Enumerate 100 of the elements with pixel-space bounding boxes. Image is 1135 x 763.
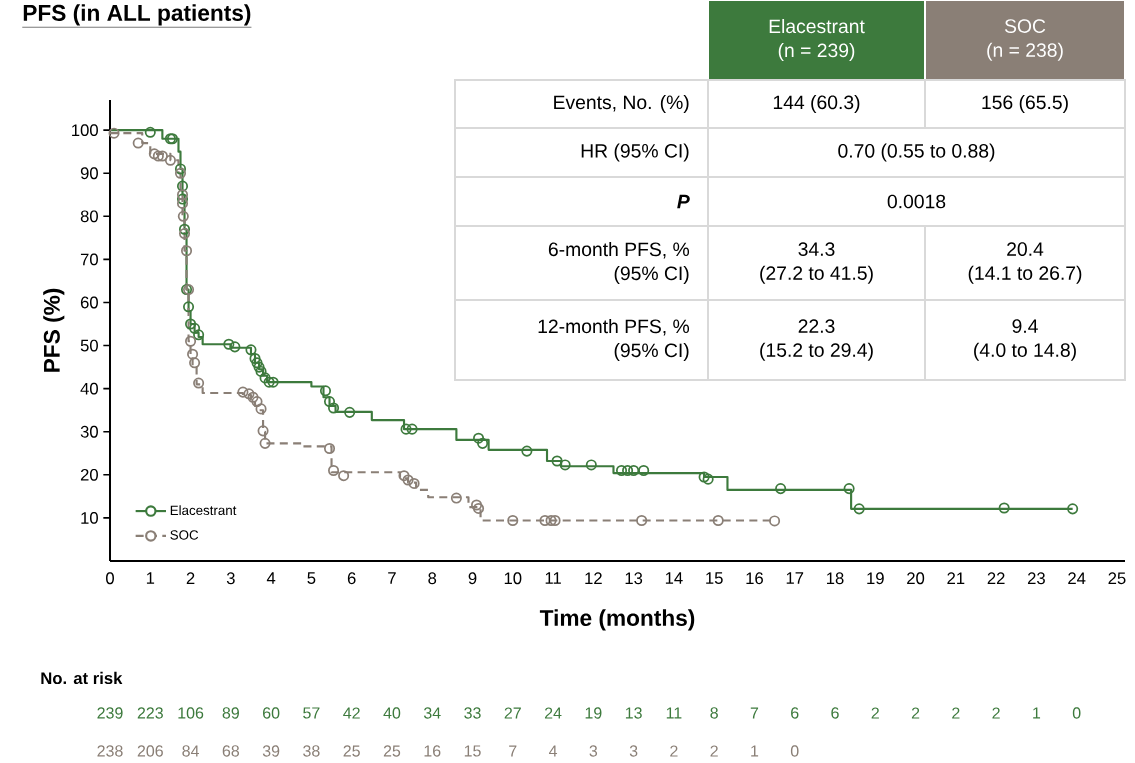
y-axis-title: PFS (%) <box>43 288 65 372</box>
text: 40 <box>383 707 401 719</box>
annotation: 9.4 <box>1012 319 1038 333</box>
x-tick-label: 6 <box>347 572 356 585</box>
text: 206 <box>137 745 163 757</box>
annotation: 6-month PFS, % <box>548 241 690 259</box>
annotation: 0.70 (0.55 to 0.88) <box>838 143 995 162</box>
x-tick-label: 20 <box>907 572 925 585</box>
annotation: (95% CI) <box>614 342 689 361</box>
x-tick-label: 9 <box>468 572 477 585</box>
annotation: (27.2 to 41.5) <box>760 265 873 284</box>
legend-label: Elacestrant <box>170 505 237 516</box>
text: 2 <box>710 745 718 757</box>
text: 57 <box>303 707 320 719</box>
text: (n = 238) <box>987 42 1063 61</box>
x-tick-label: 10 <box>504 572 522 585</box>
text: SOC <box>1004 19 1046 33</box>
annotation: (14.1 to 26.7) <box>968 265 1082 284</box>
text: 2 <box>952 707 960 719</box>
text: 1 <box>751 745 759 757</box>
x-tick-label: 25 <box>1108 572 1126 585</box>
annotation: P <box>677 194 690 209</box>
y-tick-label: 40 <box>80 382 98 395</box>
y-tick-label: 30 <box>80 425 98 438</box>
text: 25 <box>343 745 360 757</box>
y-tick-label: 90 <box>80 167 98 180</box>
annotation: 0.0018 <box>887 194 946 209</box>
x-tick-label: 0 <box>106 572 114 585</box>
y-tick-label: 20 <box>80 468 98 481</box>
annotation: 22.3 <box>798 319 835 333</box>
annotation: 144 (60.3) <box>773 94 860 114</box>
annotation: HR (95% CI) <box>581 143 689 162</box>
y-tick-label: 100 <box>72 124 98 137</box>
text: (n = 239) <box>778 42 855 62</box>
annotation: 34.3 <box>798 242 835 256</box>
x-tick-label: 11 <box>545 572 561 584</box>
annotation: (15.2 to 29.4) <box>760 342 873 361</box>
text: No. at risk <box>41 671 123 685</box>
text: 6 <box>791 707 799 719</box>
legend-label: SOC <box>170 530 199 540</box>
x-axis-title: Time (months) <box>539 609 695 631</box>
text: 2 <box>670 745 678 757</box>
x-tick-label: 8 <box>428 572 437 585</box>
text: 106 <box>178 707 204 719</box>
annotation: 12-month PFS, % <box>538 318 690 336</box>
text: 38 <box>303 745 320 757</box>
y-tick-label: 80 <box>80 210 98 223</box>
y-tick-label: 10 <box>81 512 98 524</box>
text: 42 <box>343 707 360 719</box>
x-tick-label: 19 <box>867 572 884 585</box>
x-tick-label: 18 <box>827 572 844 585</box>
x-tick-label: 14 <box>665 572 683 584</box>
x-tick-label: 4 <box>266 572 276 584</box>
text: 3 <box>589 745 598 757</box>
x-tick-label: 16 <box>746 572 763 585</box>
text: 89 <box>222 707 239 719</box>
text: 33 <box>464 707 481 719</box>
text: 84 <box>182 745 199 757</box>
annotation: 20.4 <box>1007 242 1044 256</box>
text: 2 <box>911 707 920 719</box>
text: 34 <box>423 707 441 719</box>
x-tick-label: 2 <box>186 572 195 584</box>
y-tick-label: 60 <box>80 296 98 309</box>
text: 7 <box>750 707 759 719</box>
text: 7 <box>509 745 517 757</box>
x-tick-label: 23 <box>1027 572 1045 585</box>
text: 68 <box>222 745 240 757</box>
text: 6 <box>831 707 839 719</box>
text: 4 <box>548 745 558 757</box>
text: Elacestrant <box>769 18 865 34</box>
chart-title: PFS (in ALL patients) <box>23 4 251 26</box>
annotation: (4.0 to 14.8) <box>974 342 1076 361</box>
text: 25 <box>383 745 401 757</box>
x-tick-label: 13 <box>625 572 643 585</box>
text: 0 <box>790 745 799 757</box>
text: 39 <box>262 745 280 757</box>
y-tick-label: 50 <box>80 339 98 352</box>
text: 19 <box>585 707 602 719</box>
x-tick-label: 15 <box>706 572 723 584</box>
text: 15 <box>464 745 481 757</box>
text: 11 <box>666 707 682 719</box>
text: 16 <box>424 745 441 757</box>
x-tick-label: 17 <box>786 572 804 584</box>
text: 3 <box>629 745 638 757</box>
x-tick-label: 3 <box>226 572 235 585</box>
text: 223 <box>137 707 163 719</box>
text: 2 <box>992 707 1000 719</box>
text: 24 <box>544 707 562 719</box>
text: 239 <box>97 707 123 719</box>
text: 0 <box>1072 707 1081 719</box>
x-tick-label: 5 <box>307 572 316 584</box>
text: 8 <box>710 707 718 719</box>
text: 27 <box>504 707 521 719</box>
annotation: (95% CI) <box>614 265 689 284</box>
text: 1 <box>1033 707 1041 719</box>
x-tick-label: 1 <box>146 572 155 584</box>
y-tick-label: 70 <box>80 253 98 266</box>
x-tick-label: 22 <box>987 572 1005 584</box>
text: 238 <box>97 745 123 757</box>
x-tick-label: 12 <box>585 572 602 584</box>
